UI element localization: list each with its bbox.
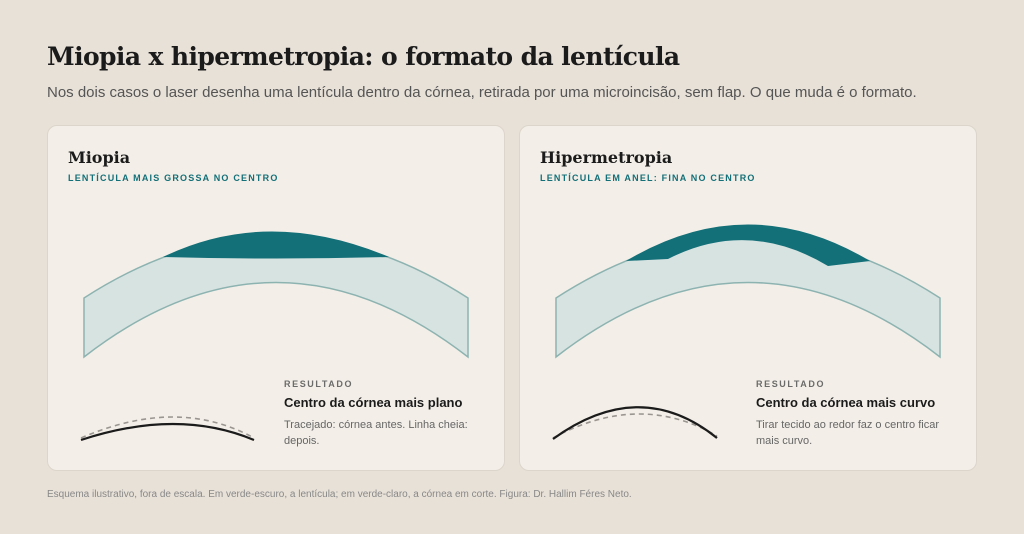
cornea-after-line — [80, 422, 255, 442]
page-subtitle: Nos dois casos o laser desenha uma lentí… — [47, 84, 917, 101]
cornea-cross-section — [555, 235, 941, 359]
panel-miopia: Miopia LENTÍCULA MAIS GROSSA NO CENTRO R… — [47, 125, 505, 471]
panel-title: Miopia — [68, 148, 131, 167]
cornea-diagram — [552, 224, 941, 440]
cornea-diagram — [80, 231, 469, 442]
lenticule — [163, 231, 389, 259]
panel-tag: LENTÍCULA MAIS GROSSA NO CENTRO — [68, 173, 279, 183]
result-description: Tracejado: córnea antes. Linha cheia: de… — [284, 419, 468, 447]
panel-tag: LENTÍCULA EM ANEL: FINA NO CENTRO — [540, 173, 756, 183]
page-title: Miopia x hipermetropia: o formato da len… — [47, 42, 680, 71]
cornea-before-line — [80, 416, 255, 439]
result-label: RESULTADO — [756, 379, 826, 389]
panel-title: Hipermetropia — [540, 148, 673, 167]
result-title: Centro da córnea mais plano — [284, 395, 463, 410]
result-description: Tirar tecido ao redor faz o centro ficar… — [756, 419, 940, 447]
result-label: RESULTADO — [284, 379, 354, 389]
footnote: Esquema ilustrativo, fora de escala. Em … — [47, 489, 632, 500]
result-title: Centro da córnea mais curvo — [756, 395, 936, 410]
lenticule-ring — [626, 224, 870, 266]
panel-hipermetropia: Hipermetropia LENTÍCULA EM ANEL: FINA NO… — [519, 125, 977, 471]
cornea-before-line — [552, 413, 718, 439]
cornea-after-line — [552, 406, 718, 440]
